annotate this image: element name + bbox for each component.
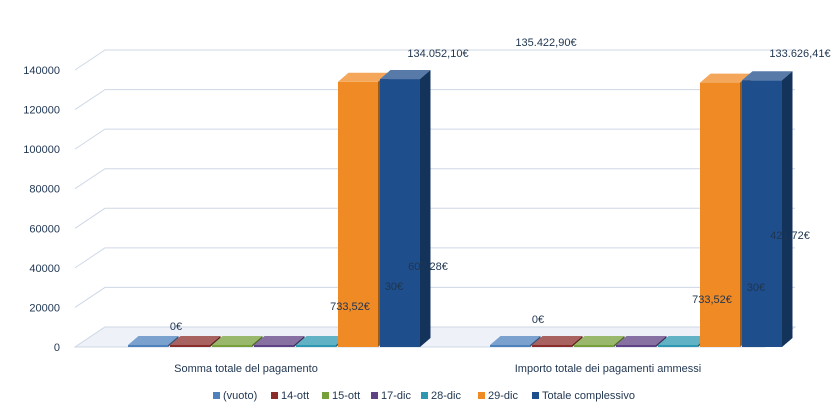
bar-top-face	[700, 73, 751, 83]
legend-label: 17-dic	[381, 390, 411, 402]
bar	[700, 82, 740, 348]
bar-top-face	[742, 71, 793, 81]
data-label: 421,72€	[770, 230, 810, 242]
legend-label: Totale complessivo	[542, 390, 635, 402]
gridline	[74, 49, 795, 71]
y-tick-label: 20000	[29, 302, 60, 314]
y-axis: 0 20000 40000 60000 80000 100000 120000 140000	[23, 65, 60, 354]
bar-side-face	[572, 336, 583, 347]
bar-side-face	[656, 336, 667, 347]
bar-top-face	[170, 336, 221, 345]
bar-side-face	[294, 336, 305, 347]
legend-swatch	[322, 392, 329, 399]
bar-side-face	[420, 70, 431, 347]
gridline	[74, 286, 795, 308]
data-label: 134.052,10€	[407, 48, 468, 60]
bar-side-face	[530, 336, 541, 347]
bar	[128, 345, 168, 347]
legend-label: 15-ott	[332, 390, 360, 402]
bar-top-face	[658, 336, 709, 345]
bar-side-face	[614, 336, 625, 347]
bar	[532, 345, 572, 347]
legend: (vuoto) 14-ott 15-ott 17-dic 28-dic 29-dic Tot…	[213, 390, 635, 402]
bar-top-face	[574, 336, 625, 345]
legend-label: 14-ott	[281, 390, 309, 402]
bars	[128, 70, 793, 348]
data-label: 135.422,90€	[515, 37, 576, 49]
bar-top-face	[490, 336, 541, 345]
data-label: 30€	[747, 282, 765, 294]
bar-top-face	[296, 336, 347, 345]
y-tick-label: 140000	[23, 65, 60, 77]
bar	[574, 345, 614, 347]
legend-swatch	[532, 392, 539, 399]
bar-side-face	[168, 336, 179, 347]
bar-top-face	[254, 336, 305, 345]
legend-swatch	[213, 392, 220, 399]
gridline	[74, 247, 795, 269]
gridline	[74, 207, 795, 229]
bar-side-face	[252, 336, 263, 347]
data-label: 607,28€	[408, 261, 448, 273]
legend-label: 29-dic	[488, 390, 518, 402]
legend-label: 28-dic	[431, 390, 461, 402]
y-tick-label: 120000	[23, 105, 60, 117]
legend-label: (vuoto)	[223, 390, 257, 402]
data-label: 0€	[170, 321, 182, 333]
bar	[658, 345, 698, 347]
data-label: 733,52€	[692, 294, 732, 306]
y-tick-label: 80000	[29, 184, 60, 196]
bar-top-face	[338, 72, 389, 82]
x-category-label: Somma totale del pagamento	[174, 363, 318, 375]
bar	[296, 345, 336, 347]
gridline	[74, 168, 795, 190]
y-tick-label: 40000	[29, 263, 60, 275]
bar	[338, 81, 378, 348]
bar	[490, 345, 530, 347]
bar-top-face	[380, 70, 431, 80]
legend-swatch	[371, 392, 378, 399]
x-category-label: Importo totale dei pagamenti ammessi	[515, 363, 701, 375]
y-tick-label: 100000	[23, 144, 60, 156]
data-label: 30€	[385, 281, 403, 293]
bar-side-face	[782, 71, 793, 348]
gridline	[74, 128, 795, 150]
data-label: 133.626,41€	[769, 48, 830, 60]
bar	[742, 80, 782, 348]
data-labels: 0€ 733,52€ 30€ 607,28€ 134.052,10€ 135.422,90…	[170, 37, 831, 333]
legend-swatch	[421, 392, 428, 399]
y-tick-label: 60000	[29, 223, 60, 235]
bar	[170, 345, 210, 347]
bar	[254, 345, 294, 347]
bar-top-face	[616, 336, 667, 345]
data-label: 0€	[532, 314, 544, 326]
bar	[616, 345, 656, 347]
bar-side-face	[210, 336, 221, 347]
bar-top-face	[212, 336, 263, 345]
data-label: 733,52€	[330, 301, 370, 313]
bar-top-face	[532, 336, 583, 345]
legend-swatch	[478, 392, 485, 399]
bar-top-face	[128, 336, 179, 345]
bar	[380, 79, 420, 347]
gridlines	[73, 49, 797, 348]
x-axis: Somma totale del pagamento Importo totale…	[174, 363, 701, 375]
y-tick-label: 0	[54, 342, 60, 354]
legend-swatch	[271, 392, 278, 399]
gridline	[74, 89, 795, 110]
bar	[212, 345, 252, 347]
